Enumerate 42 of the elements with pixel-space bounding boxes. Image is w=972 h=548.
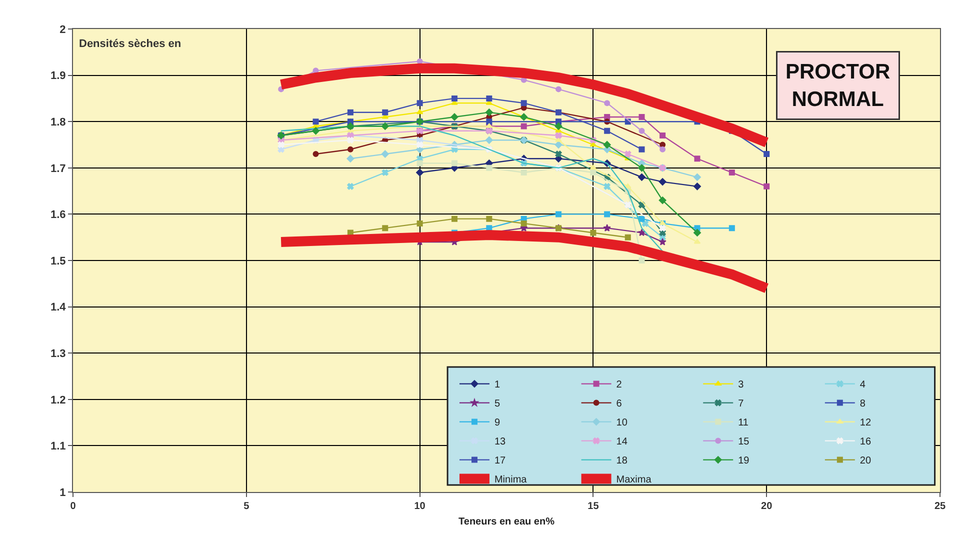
legend-label: 10 [616,418,628,429]
legend-label: 11 [738,418,749,429]
legend-label: 2 [616,380,622,391]
legend-label: 8 [860,398,866,410]
legend-label: 17 [494,456,506,467]
legend-label: 18 [616,456,628,467]
legend-label: 6 [616,398,622,410]
x-tick-label: 10 [414,501,426,512]
annotation: PROCTOR NORMAL [786,60,890,111]
legend-label: 4 [860,380,866,391]
legend-label: 5 [494,398,500,410]
y-axis-title: Densités sèches en [79,38,182,50]
y-tick-label: 1.2 [50,394,66,406]
legend-label: 12 [860,418,872,429]
x-tick-label: 15 [588,501,600,512]
legend-label: 3 [738,380,744,391]
legend-label: 7 [738,398,744,410]
y-tick-label: 1.7 [50,162,66,175]
x-tick-label: 0 [70,501,76,512]
legend-label: 14 [616,436,628,448]
legend-label: Minima [494,474,528,486]
y-tick-label: 1.3 [50,348,66,360]
y-tick-label: 1.6 [50,209,66,222]
y-tick-label: 1.1 [50,440,66,453]
legend-label: Maxima [616,474,652,486]
legend-label: 16 [860,436,872,448]
legend-label: 20 [860,456,872,467]
x-axis-title: Teneurs en eau en% [458,516,555,528]
y-tick-label: 1 [60,486,66,499]
legend-label: 9 [494,418,500,429]
y-tick-label: 1.4 [50,302,67,314]
x-tick-label: 5 [244,501,250,512]
y-tick-label: 1.8 [50,116,66,128]
legend-label: 19 [738,456,750,467]
y-tick-label: 1.9 [50,70,66,82]
x-tick-label: 20 [761,501,773,512]
y-tick-label: 2 [60,24,66,36]
legend-label: 1 [494,380,500,391]
x-tick-label: 25 [934,501,946,512]
legend-label: 13 [494,436,506,448]
y-tick-label: 1.5 [50,255,66,268]
legend-label: 15 [738,436,750,448]
